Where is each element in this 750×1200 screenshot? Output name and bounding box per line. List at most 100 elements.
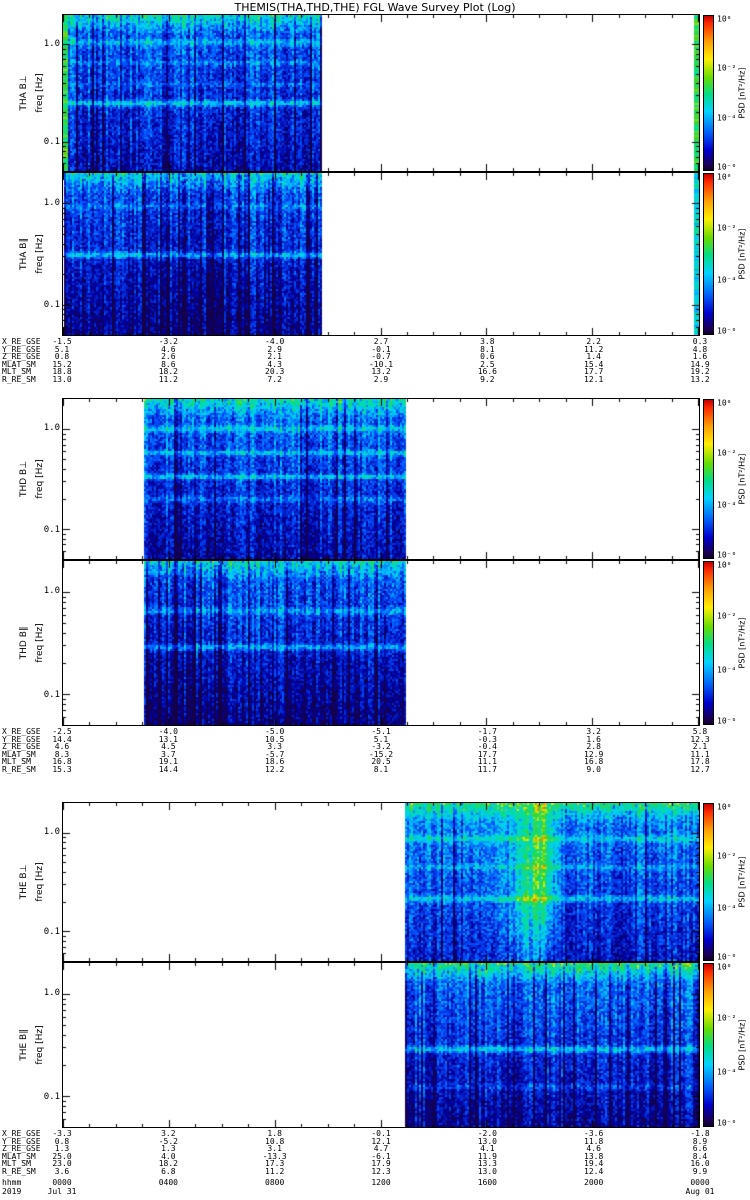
ephemeris-value: 18.8 <box>52 367 72 377</box>
colorbar-tick-label: 10⁻⁴ <box>717 903 737 913</box>
ephemeris-value: -3.2 <box>158 337 178 346</box>
freq-axis-label: freq [Hz] <box>35 623 45 663</box>
colorbar-tick-label: 10⁻⁴ <box>717 113 737 123</box>
colorbar <box>703 561 714 725</box>
spectrogram-canvas <box>63 963 699 1127</box>
ephemeris-value: 2.7 <box>373 337 389 346</box>
time-axis: hhmm 2019 0000 Jul 31 0400 0800 1200 1600 2000 00… <box>0 1178 750 1198</box>
time-tick-label: 1200 <box>371 1178 391 1187</box>
ephemeris-value: 11.2 <box>584 344 604 354</box>
panel-pair-tha: THA B⊥ freq [Hz] 1.0 0.1 10⁰ 10⁻² 10⁻⁴ 1… <box>0 14 750 336</box>
colorbar-tick-label: 10⁻⁶ <box>717 1118 737 1128</box>
ephemeris-value: 6.6 <box>692 1144 708 1154</box>
ephemeris-value: 18.6 <box>265 757 285 767</box>
panel-label: THD B⊥ <box>19 460 29 498</box>
colorbar-tick-label: 10⁻² <box>717 611 737 621</box>
panel-label: THE B⊥ <box>19 864 29 900</box>
colorbar-tick-label: 10⁻⁶ <box>717 550 737 560</box>
ephemeris-row: Y_RE_GSE 14.4 13.1 10.5 5.1 -0.3 1.6 12.3 <box>0 734 750 744</box>
time-tick-label: 0800 <box>265 1178 285 1187</box>
freq-axis-label: freq [Hz] <box>35 862 45 902</box>
ephemeris-value: -3.6 <box>584 1129 604 1138</box>
ephemeris-value: 7.2 <box>267 375 282 384</box>
panel-label: THD B∥ <box>19 626 29 660</box>
ephemeris-value: 16.8 <box>52 757 72 767</box>
ephemeris-value: 19.4 <box>584 1159 604 1169</box>
ephemeris-row: Z_RE_GSE 0.8 2.6 2.1 -0.7 0.6 1.4 1.6 <box>0 353 750 361</box>
ephemeris-value: 13.0 <box>477 1136 497 1146</box>
ephemeris-value: 11.1 <box>690 749 710 759</box>
ephemeris-row-label: R_RE_SM <box>2 765 36 774</box>
freq-axis-label: freq [Hz] <box>35 234 45 274</box>
colorbar-label: PSD [nT²/Hz] <box>737 67 747 119</box>
ephemeris-value: 11.2 <box>265 1167 285 1176</box>
ephemeris-row: MLAT_SM 15.2 8.6 4.3 -10.1 2.5 15.4 14.9 <box>0 359 750 369</box>
freq-tick-label: 1.0 <box>43 586 60 597</box>
ephemeris-value: -0.3 <box>477 734 497 744</box>
ephemeris-row: MLT_SM 23.0 18.2 17.3 17.9 13.3 19.4 16.0 <box>0 1160 750 1168</box>
spectrogram-plot-area <box>62 802 700 962</box>
ephemeris-value: 2.9 <box>373 375 389 384</box>
ephemeris-value: 2.2 <box>586 337 601 346</box>
ephemeris-row-label: MLAT_SM <box>2 749 36 759</box>
ephemeris-row-label: Z_RE_GSE <box>2 742 41 752</box>
ephemeris-value: 4.6 <box>54 742 70 752</box>
freq-tick-label: 1.0 <box>43 38 60 49</box>
ephemeris-value: -0.1 <box>371 1129 391 1138</box>
colorbar <box>703 173 714 335</box>
ephemeris-value: 9.2 <box>480 375 495 384</box>
ephemeris-row: MLT_SM 16.8 19.1 18.6 20.5 11.1 16.8 17.8 <box>0 758 750 766</box>
spectrogram-plot-area <box>62 172 700 336</box>
ephemeris-value: 2.1 <box>692 742 708 752</box>
colorbar-tick-label: 10⁰ <box>717 802 732 812</box>
ephemeris-value: 10.8 <box>265 1136 285 1146</box>
ephemeris-value: -10.1 <box>368 359 394 369</box>
ephemeris-row-label: Z_RE_GSE <box>2 1144 41 1154</box>
panel-pair-thd: THD B⊥ freq [Hz] 1.0 0.1 10⁰ 10⁻² 10⁻⁴ 1… <box>0 398 750 726</box>
ephemeris-row-label: R_RE_SM <box>2 375 36 384</box>
colorbar-tick-label: 10⁻² <box>717 448 737 458</box>
ephemeris-value: 0.8 <box>54 352 70 362</box>
colorbar-tick-label: 10⁻⁴ <box>717 500 737 510</box>
freq-tick-label: 0.1 <box>43 689 60 700</box>
panel-label: THE B∥ <box>19 1029 29 1061</box>
spectrogram-panel-tha-bpar: THA B∥ freq [Hz] 1.0 0.1 10⁰ 10⁻² 10⁻⁴ 1… <box>0 172 750 336</box>
colorbar-tick-label: 10⁻² <box>717 223 737 233</box>
ephemeris-value: 1.3 <box>161 1144 176 1154</box>
ephemeris-row-label: MLT_SM <box>2 367 31 377</box>
ephemeris-value: 17.9 <box>371 1159 391 1169</box>
ephemeris-value: 16.0 <box>690 1159 710 1169</box>
ephemeris-value: 17.7 <box>477 749 497 759</box>
ephemeris-value: 9.9 <box>692 1167 708 1176</box>
ephemeris-value: 8.4 <box>692 1151 708 1161</box>
ephemeris-value: 4.7 <box>373 1144 389 1154</box>
ephemeris-value: 23.0 <box>52 1159 72 1169</box>
freq-tick-label: 1.0 <box>43 827 60 838</box>
freq-tick-label: 0.1 <box>43 524 60 535</box>
ephemeris-row-label: X_RE_GSE <box>2 337 41 346</box>
freq-axis-label: freq [Hz] <box>35 73 45 113</box>
ephemeris-value: 6.8 <box>161 1167 176 1176</box>
ephemeris-value: -0.1 <box>371 344 391 354</box>
ephemeris-value: 20.5 <box>371 757 391 767</box>
ephemeris-row: X_RE_GSE -1.5 -3.2 -4.0 2.7 3.8 2.2 0.3 <box>0 338 750 346</box>
spectrogram-plot-area <box>62 962 700 1128</box>
ephemeris-value: 4.1 <box>480 1144 495 1154</box>
ephemeris-value: -5.0 <box>265 727 285 736</box>
ephemeris-value: 3.2 <box>586 727 601 736</box>
panel-label: THA B⊥ <box>19 75 29 111</box>
colorbar-tick-label: 10⁰ <box>717 962 732 972</box>
time-axis-label: hhmm <box>2 1178 22 1187</box>
ephemeris-value: 14.4 <box>158 765 178 774</box>
ephemeris-value: 17.7 <box>584 367 604 377</box>
ephemeris-value: 5.8 <box>692 727 708 736</box>
ephemeris-value: -1.5 <box>52 337 72 346</box>
time-tick-label: 0000 <box>690 1178 710 1187</box>
colorbar-tick-label: 10⁻² <box>717 851 737 861</box>
ephemeris-value: 16.6 <box>477 367 497 377</box>
ephemeris-row-label: MLAT_SM <box>2 359 36 369</box>
freq-tick-label: 0.1 <box>43 300 60 311</box>
spectrogram-panel-the-bperp: THE B⊥ freq [Hz] 1.0 0.1 10⁰ 10⁻² 10⁻⁴ 1… <box>0 802 750 962</box>
ephemeris-row-label: Y_RE_GSE <box>2 734 41 744</box>
ephemeris-value: -0.7 <box>371 352 391 362</box>
